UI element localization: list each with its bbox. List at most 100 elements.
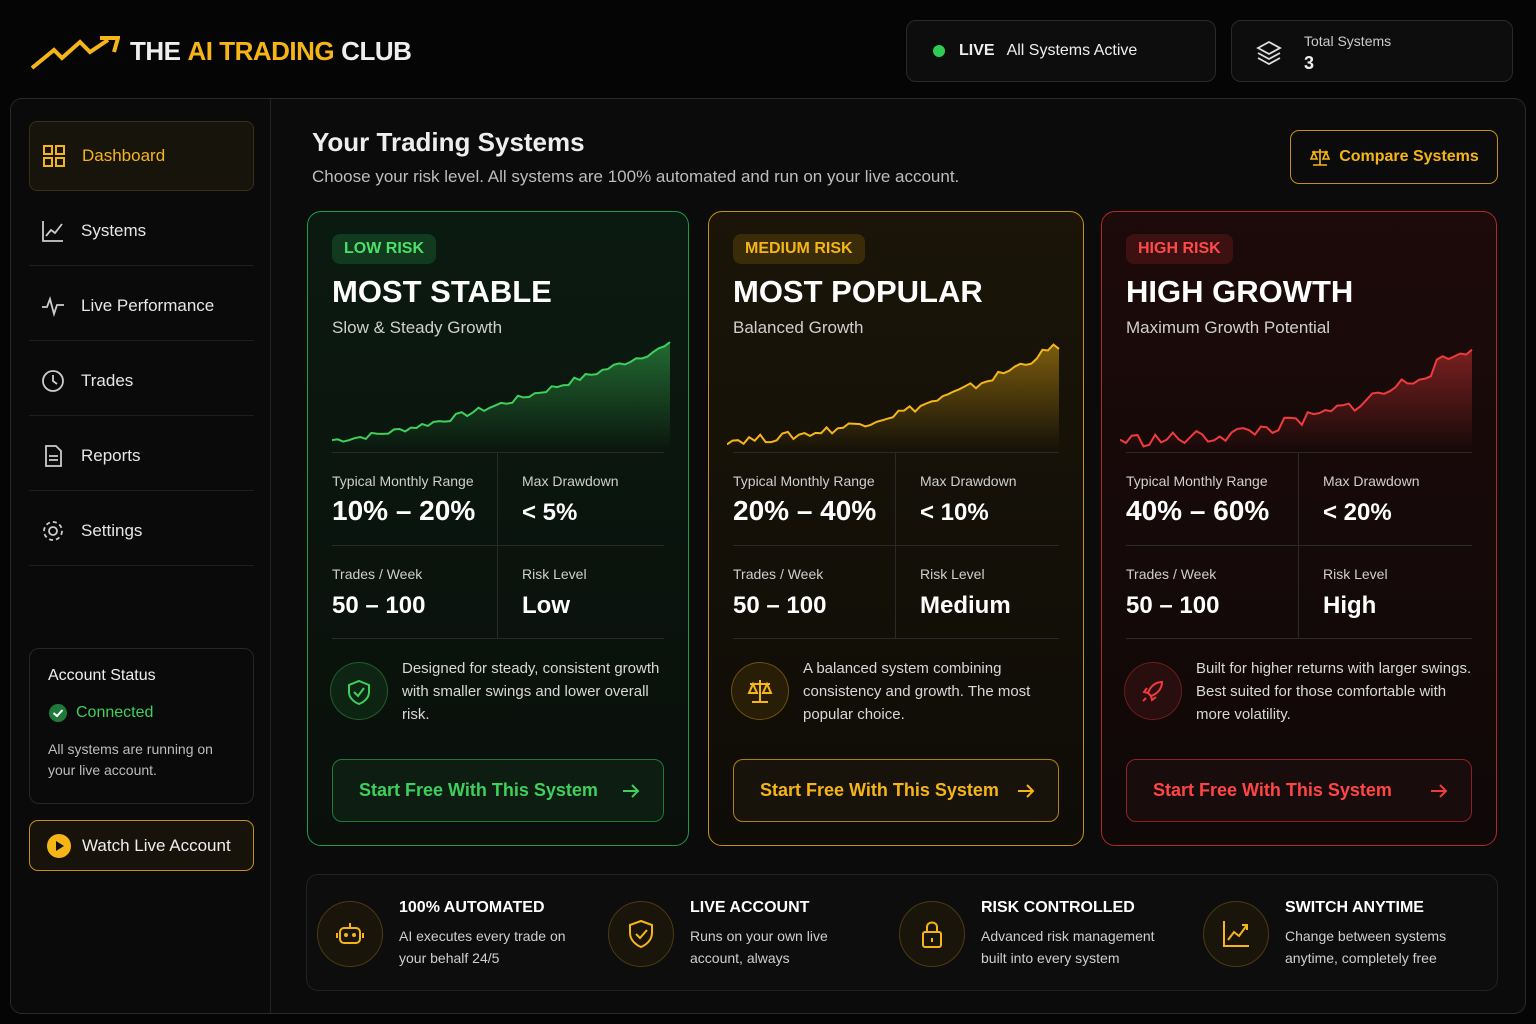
brand-part: CLUB — [341, 36, 412, 66]
stat-label: Trades / Week — [1126, 566, 1217, 582]
stat-value: Low — [522, 592, 570, 619]
nav-item[interactable]: Reports — [29, 421, 254, 491]
icon — [1142, 680, 1164, 702]
feature-icon — [1203, 900, 1269, 967]
arrow-icon — [1018, 783, 1035, 798]
total-label: Total Systems — [1304, 33, 1392, 49]
nav-item[interactable]: Trades — [29, 346, 254, 416]
arrow-icon — [1431, 783, 1448, 798]
stat-value: 50 – 100 — [332, 592, 426, 619]
sparkline — [332, 341, 671, 450]
nav-icon — [42, 369, 64, 392]
start-button[interactable]: Start Free With This System — [1126, 759, 1472, 822]
stats: Typical Monthly Range 40% – 60% Max Drawdo… — [1126, 452, 1472, 639]
icon — [336, 922, 364, 944]
account-status: Account Status Connected All systems are… — [29, 648, 254, 804]
check-icon — [49, 704, 67, 722]
card-title: MOST STABLE — [332, 274, 552, 309]
layers-icon — [1256, 40, 1282, 65]
feature-title: 100% AUTOMATED — [399, 898, 545, 916]
stat: Risk Level High — [1299, 546, 1472, 639]
account-state: Connected — [76, 704, 154, 721]
stat-value: 50 – 100 — [1126, 592, 1220, 619]
stat: Trades / Week 50 – 100 — [733, 546, 896, 639]
card-title: MOST POPULAR — [733, 274, 983, 309]
stat-value: < 5% — [522, 499, 578, 526]
cards: LOW RISK MOST STABLE Slow & Steady Growth T… — [11, 99, 1525, 1013]
stat-label: Max Drawdown — [920, 473, 1017, 489]
card-icon — [1124, 662, 1182, 720]
sparkline — [727, 343, 1060, 450]
stat-label: Typical Monthly Range — [1126, 473, 1268, 489]
stat-value: < 10% — [920, 499, 989, 526]
arrow-icon — [623, 783, 640, 798]
main-title: Your Trading Systems — [312, 127, 585, 157]
live-text: All Systems Active — [1006, 42, 1138, 59]
feature: RISK CONTROLLED Advanced risk management … — [899, 875, 1166, 992]
start-button[interactable]: Start Free With This System — [733, 759, 1059, 822]
nav-label: Trades — [81, 370, 134, 390]
nav-icon — [43, 520, 63, 541]
brand-part: THE — [130, 36, 181, 66]
icon — [1223, 920, 1249, 947]
nav-item[interactable]: Dashboard — [29, 121, 254, 191]
stat-label: Risk Level — [522, 566, 587, 582]
risk-badge: MEDIUM RISK — [733, 234, 865, 264]
nav-item[interactable]: Systems — [29, 196, 254, 266]
nav-label: Dashboard — [82, 146, 166, 165]
system-card: MEDIUM RISK MOST POPULAR Balanced Growth Ty… — [708, 211, 1084, 846]
stat-label: Risk Level — [920, 566, 985, 582]
stat-value: High — [1323, 592, 1377, 619]
feature: 100% AUTOMATED AI executes every trade on… — [317, 875, 584, 992]
watch-label: Watch Live Account — [82, 835, 231, 855]
icon — [348, 679, 370, 706]
nav-label: Settings — [81, 520, 143, 540]
feature-text: SWITCH ANYTIME Change between systems any… — [1285, 899, 1470, 969]
feature-description: Runs on your own live account, always — [690, 927, 828, 966]
button-label: Start Free With This System — [359, 780, 598, 800]
stat-value: < 20% — [1323, 499, 1392, 526]
start-button[interactable]: Start Free With This System — [332, 759, 664, 822]
stat: Max Drawdown < 20% — [1299, 453, 1472, 546]
nav-icon — [42, 295, 64, 317]
stat-label: Trades / Week — [332, 566, 423, 582]
feature: SWITCH ANYTIME Change between systems any… — [1203, 875, 1470, 992]
account-note: All systems are running on your live acc… — [48, 741, 213, 778]
button-label: Start Free With This System — [760, 780, 999, 800]
total-value: 3 — [1304, 53, 1315, 73]
feature-description: Advanced risk management built into ever… — [981, 927, 1155, 966]
play-icon — [47, 833, 71, 858]
account-title: Account Status — [48, 667, 156, 684]
live-label: LIVE — [959, 42, 995, 59]
stat: Trades / Week 50 – 100 — [1126, 546, 1299, 639]
feature-text: 100% AUTOMATED AI executes every trade on… — [399, 899, 584, 969]
nav-icon — [45, 444, 62, 467]
risk-badge: HIGH RISK — [1126, 234, 1233, 264]
feature-description: Change between systems anytime, complete… — [1285, 927, 1447, 966]
system-card: HIGH RISK HIGH GROWTH Maximum Growth Poten… — [1101, 211, 1497, 846]
icon — [747, 680, 773, 703]
feature-text: LIVE ACCOUNT Runs on your own live accoun… — [690, 899, 875, 969]
risk-badge: LOW RISK — [332, 234, 436, 264]
sparkline — [1120, 348, 1473, 450]
card-title: HIGH GROWTH — [1126, 274, 1354, 309]
stat-label: Typical Monthly Range — [332, 473, 474, 489]
card-description: Built for higher returns with larger swi… — [1196, 660, 1472, 723]
compare-button[interactable]: Compare Systems — [1290, 130, 1498, 184]
feature-icon — [317, 900, 383, 967]
watch-button[interactable]: Watch Live Account — [29, 820, 254, 871]
compare-label: Compare Systems — [1339, 148, 1479, 165]
live-status: LIVE All Systems Active — [906, 20, 1216, 82]
account-connected: Connected — [48, 703, 235, 723]
features: 100% AUTOMATED AI executes every trade on… — [306, 874, 1498, 991]
nav-item[interactable]: Live Performance — [29, 271, 254, 341]
card-subtitle: Balanced Growth — [733, 318, 864, 337]
stat: Typical Monthly Range 10% – 20% — [332, 453, 498, 546]
stat: Risk Level Medium — [896, 546, 1059, 639]
nav-item[interactable]: Settings — [29, 496, 254, 566]
stat-value: 10% – 20% — [332, 495, 476, 526]
stat: Typical Monthly Range 20% – 40% — [733, 453, 896, 546]
live-dot — [933, 45, 945, 57]
feature: LIVE ACCOUNT Runs on your own live accoun… — [608, 875, 875, 992]
